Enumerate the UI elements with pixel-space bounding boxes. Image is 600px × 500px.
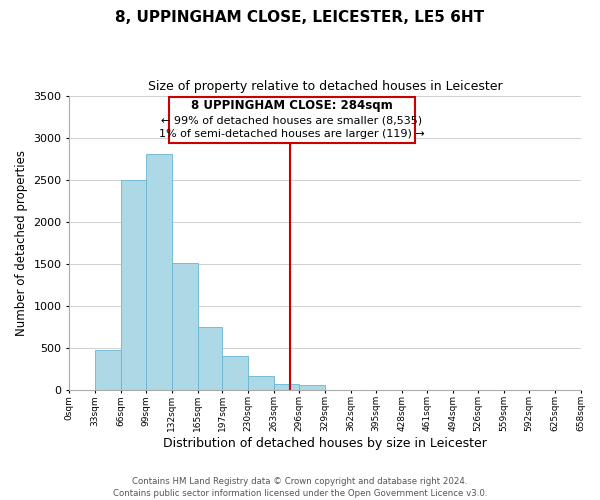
Text: Contains public sector information licensed under the Open Government Licence v3: Contains public sector information licen… — [113, 489, 487, 498]
Text: 8 UPPINGHAM CLOSE: 284sqm: 8 UPPINGHAM CLOSE: 284sqm — [191, 99, 393, 112]
Bar — [121, 180, 146, 390]
Bar — [172, 262, 197, 390]
Bar — [197, 328, 223, 390]
Bar — [223, 356, 248, 390]
X-axis label: Distribution of detached houses by size in Leicester: Distribution of detached houses by size … — [163, 437, 487, 450]
Y-axis label: Number of detached properties: Number of detached properties — [15, 150, 28, 336]
Bar — [248, 376, 274, 390]
Text: ← 99% of detached houses are smaller (8,535): ← 99% of detached houses are smaller (8,… — [161, 116, 422, 126]
Title: Size of property relative to detached houses in Leicester: Size of property relative to detached ho… — [148, 80, 502, 93]
FancyBboxPatch shape — [169, 97, 415, 142]
Text: 1% of semi-detached houses are larger (119) →: 1% of semi-detached houses are larger (1… — [159, 130, 425, 140]
Text: 8, UPPINGHAM CLOSE, LEICESTER, LE5 6HT: 8, UPPINGHAM CLOSE, LEICESTER, LE5 6HT — [115, 10, 485, 25]
Bar — [299, 385, 325, 390]
Bar — [274, 384, 299, 390]
Bar — [95, 350, 121, 390]
Bar — [146, 154, 172, 390]
Text: Contains HM Land Registry data © Crown copyright and database right 2024.: Contains HM Land Registry data © Crown c… — [132, 476, 468, 486]
